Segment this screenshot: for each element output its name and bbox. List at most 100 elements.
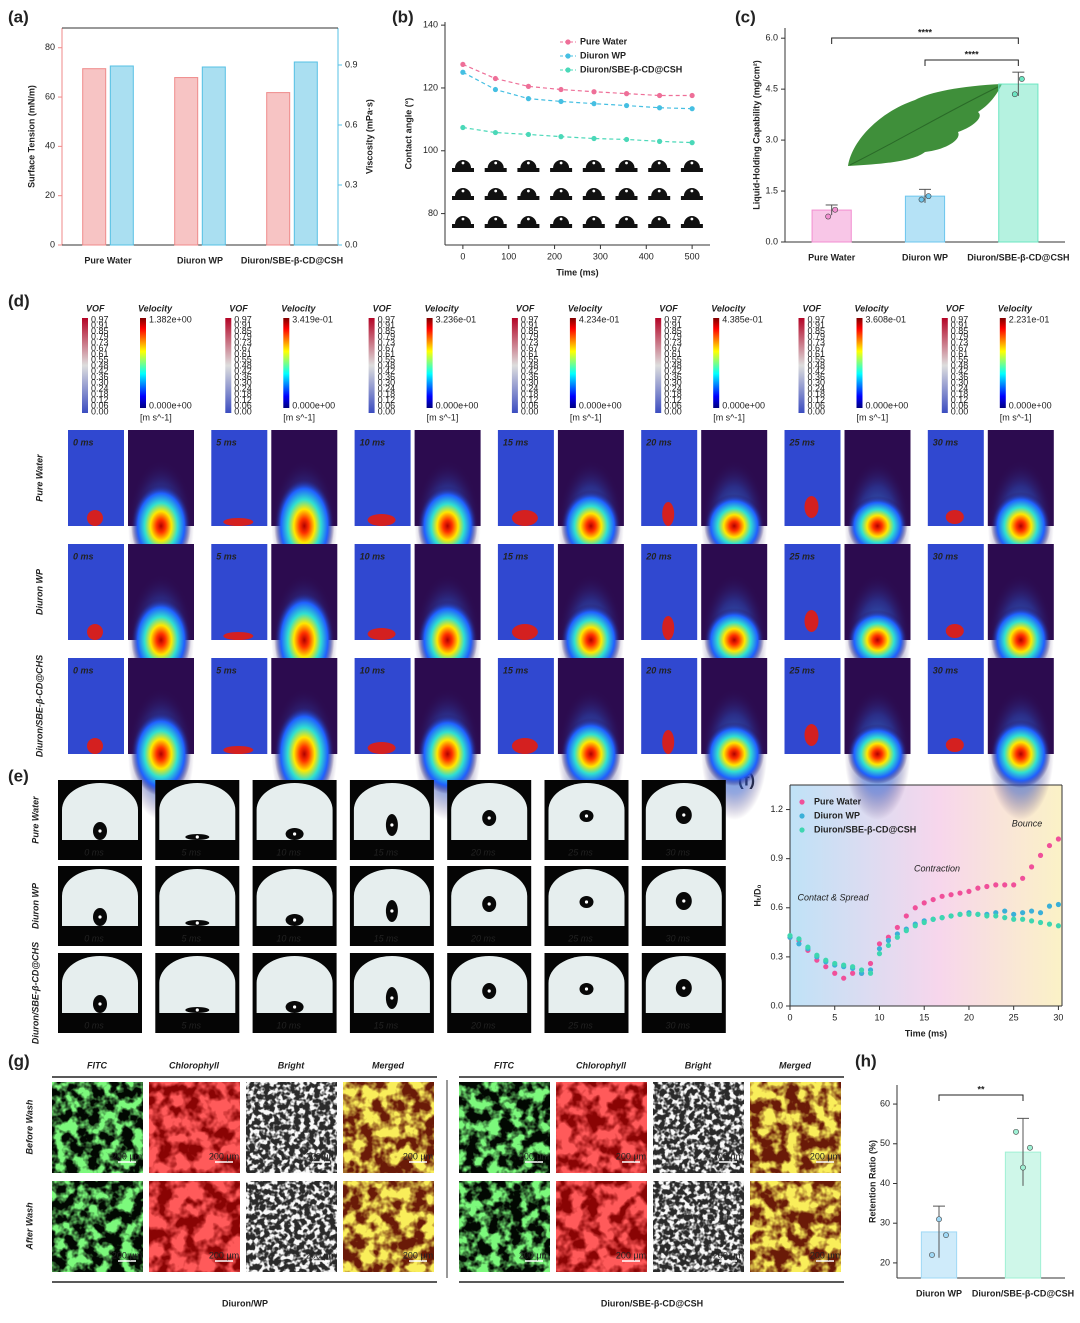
panel-label: (d) [8, 291, 30, 310]
velocity-field [990, 492, 1051, 560]
colorbar-tick: 0.85 [234, 326, 252, 336]
series-line [462, 126, 693, 144]
colorbar-tick: 0.00 [378, 406, 396, 416]
data-point [1028, 918, 1035, 924]
data-point [885, 937, 892, 944]
data-point [876, 951, 883, 957]
data-point [823, 964, 829, 970]
data-point [623, 136, 630, 143]
panel-label: (a) [8, 7, 29, 26]
droplet-highlight [195, 921, 199, 925]
colorbar-tick: 0.67 [664, 343, 682, 353]
droplet-highlight [657, 217, 661, 221]
time-label: 15 ms [374, 933, 399, 943]
colorbar-tick: 0.73 [664, 337, 682, 347]
photo-background [62, 956, 138, 1013]
colorbar-tick: 0.61 [951, 349, 969, 359]
velocity-field [990, 606, 1051, 674]
colorbar-tick: 0.00 [234, 406, 252, 416]
photo-background [159, 869, 236, 926]
tick-label: 20 [880, 1257, 890, 1267]
time-label: 20 ms [645, 665, 672, 675]
velocity-colorbar [713, 318, 720, 408]
colorbar-tick: 0.48 [234, 360, 252, 370]
droplet-substrate [680, 168, 703, 172]
colorbar-tick: 0.67 [234, 343, 252, 353]
colorbar-tick: 0.42 [521, 366, 539, 376]
photo-background [159, 955, 236, 1013]
data-point [894, 934, 900, 940]
micrograph-texture [556, 1181, 647, 1272]
time-label: 30 ms [666, 1020, 691, 1030]
column-header: Velocity [998, 303, 1033, 313]
vof-colorbar [798, 318, 805, 413]
velocity-colorbar [569, 318, 576, 408]
colorbar-tick: 0.00 [951, 406, 969, 416]
vof-image [497, 544, 554, 640]
data-point [1002, 882, 1008, 888]
time-label: 25 ms [567, 847, 593, 857]
time-label: 25 ms [567, 933, 593, 943]
tick-label: 10 [874, 1012, 884, 1022]
vof-image [68, 658, 124, 754]
droplet [367, 514, 396, 526]
droplet-highlight [487, 816, 491, 820]
colorbar-unit: [m s^-1] [283, 412, 315, 422]
photo-background [159, 783, 236, 840]
legend-marker [565, 53, 571, 59]
data-point [591, 89, 597, 95]
colorbar-tick: 0.67 [808, 343, 826, 353]
colorbar-tick: 0.12 [378, 395, 396, 405]
column-header: Velocity [425, 303, 460, 313]
colorbar-tick: 0.000e+00 [149, 400, 192, 410]
column-header: Velocity [138, 303, 173, 313]
colorbar-tick: 0.30 [951, 378, 969, 388]
colorbar-tick: 0.18 [951, 389, 969, 399]
data-point [921, 919, 927, 926]
droplet-highlight [625, 189, 628, 193]
data-point [525, 131, 532, 138]
column-header: VOF [516, 303, 535, 313]
scale-bar-label: 200 μm [209, 1250, 239, 1260]
replicate-point [832, 206, 839, 213]
tick-label: 3.0 [765, 134, 778, 144]
micrograph-texture [653, 1181, 744, 1272]
phase-label: Contact & Spread [797, 892, 869, 902]
photo-background [62, 869, 138, 926]
column-header: VOF [229, 303, 248, 313]
time-label: 15 ms [503, 551, 529, 561]
time-label: 0 ms [73, 665, 94, 675]
column-header: Velocity [855, 303, 890, 313]
tick-label: 6.0 [765, 33, 778, 43]
column-header: VOF [659, 303, 678, 313]
data-point [903, 928, 909, 934]
data-point [1002, 915, 1008, 921]
colorbar-tick: 0.79 [378, 332, 396, 342]
colorbar-tick: 0.67 [378, 343, 396, 353]
colorbar-tick: 0.97 [378, 314, 396, 324]
time-label: 10 ms [360, 437, 386, 447]
tick-label: 0.6 [770, 902, 783, 912]
data-point [805, 944, 811, 950]
data-point [1055, 923, 1062, 929]
colorbar-tick: 0.73 [378, 337, 396, 347]
tick-label: 0.9 [345, 59, 358, 69]
data-point [1055, 836, 1062, 842]
legend-label: Diuron WP [580, 50, 626, 60]
vof-image [68, 544, 124, 640]
scale-bar-label: 200 μm [713, 1250, 743, 1260]
colorbar-tick: 0.48 [664, 360, 682, 370]
droplet-highlight [559, 217, 563, 221]
bar [266, 92, 291, 246]
scale-bar-label: 200 μm [519, 1250, 549, 1260]
tick-label: 0.3 [770, 951, 783, 961]
panel-label: (g) [8, 1051, 30, 1070]
phase-background [790, 785, 1062, 1006]
colorbar-tick: 0.55 [234, 355, 252, 365]
colorbar-tick: 0.97 [91, 314, 109, 324]
data-point [460, 61, 466, 68]
colorbar-tick: 0.61 [521, 349, 539, 359]
droplet-highlight [592, 217, 596, 221]
significance-bracket [831, 37, 1019, 44]
legend-label: Diuron/SBE-β-CD@CSH [580, 64, 682, 74]
